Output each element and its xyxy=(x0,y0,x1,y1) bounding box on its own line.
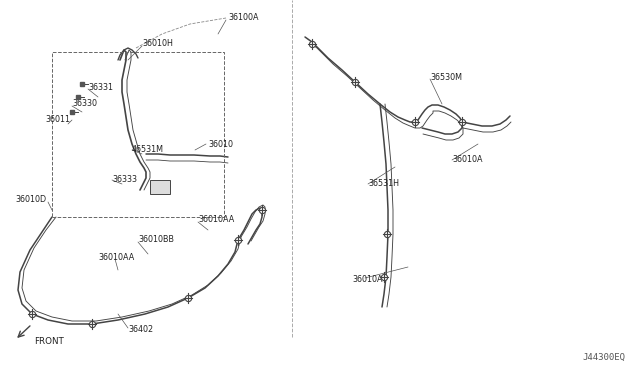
Text: 36010A: 36010A xyxy=(352,276,383,285)
Bar xyxy=(52,52,224,217)
Text: 36010BB: 36010BB xyxy=(138,235,174,244)
Text: 36011: 36011 xyxy=(45,115,70,125)
Text: 36010AA: 36010AA xyxy=(198,215,234,224)
Text: J44300EQ: J44300EQ xyxy=(582,353,625,362)
Text: 36100A: 36100A xyxy=(228,13,259,22)
Text: 36330: 36330 xyxy=(72,99,97,109)
Text: 46531M: 46531M xyxy=(132,145,164,154)
Text: 36010A: 36010A xyxy=(452,155,483,164)
Text: FRONT: FRONT xyxy=(34,337,64,346)
Text: 36010: 36010 xyxy=(208,140,233,148)
Text: 36530M: 36530M xyxy=(430,73,462,81)
Text: 36010AA: 36010AA xyxy=(98,253,134,262)
Text: 36010H: 36010H xyxy=(142,39,173,48)
Text: 36333: 36333 xyxy=(112,176,137,185)
Text: 36531H: 36531H xyxy=(368,180,399,189)
Text: 36010D: 36010D xyxy=(15,196,46,205)
Text: 36331: 36331 xyxy=(88,83,113,92)
Text: 36402: 36402 xyxy=(128,326,153,334)
Bar xyxy=(150,180,170,194)
